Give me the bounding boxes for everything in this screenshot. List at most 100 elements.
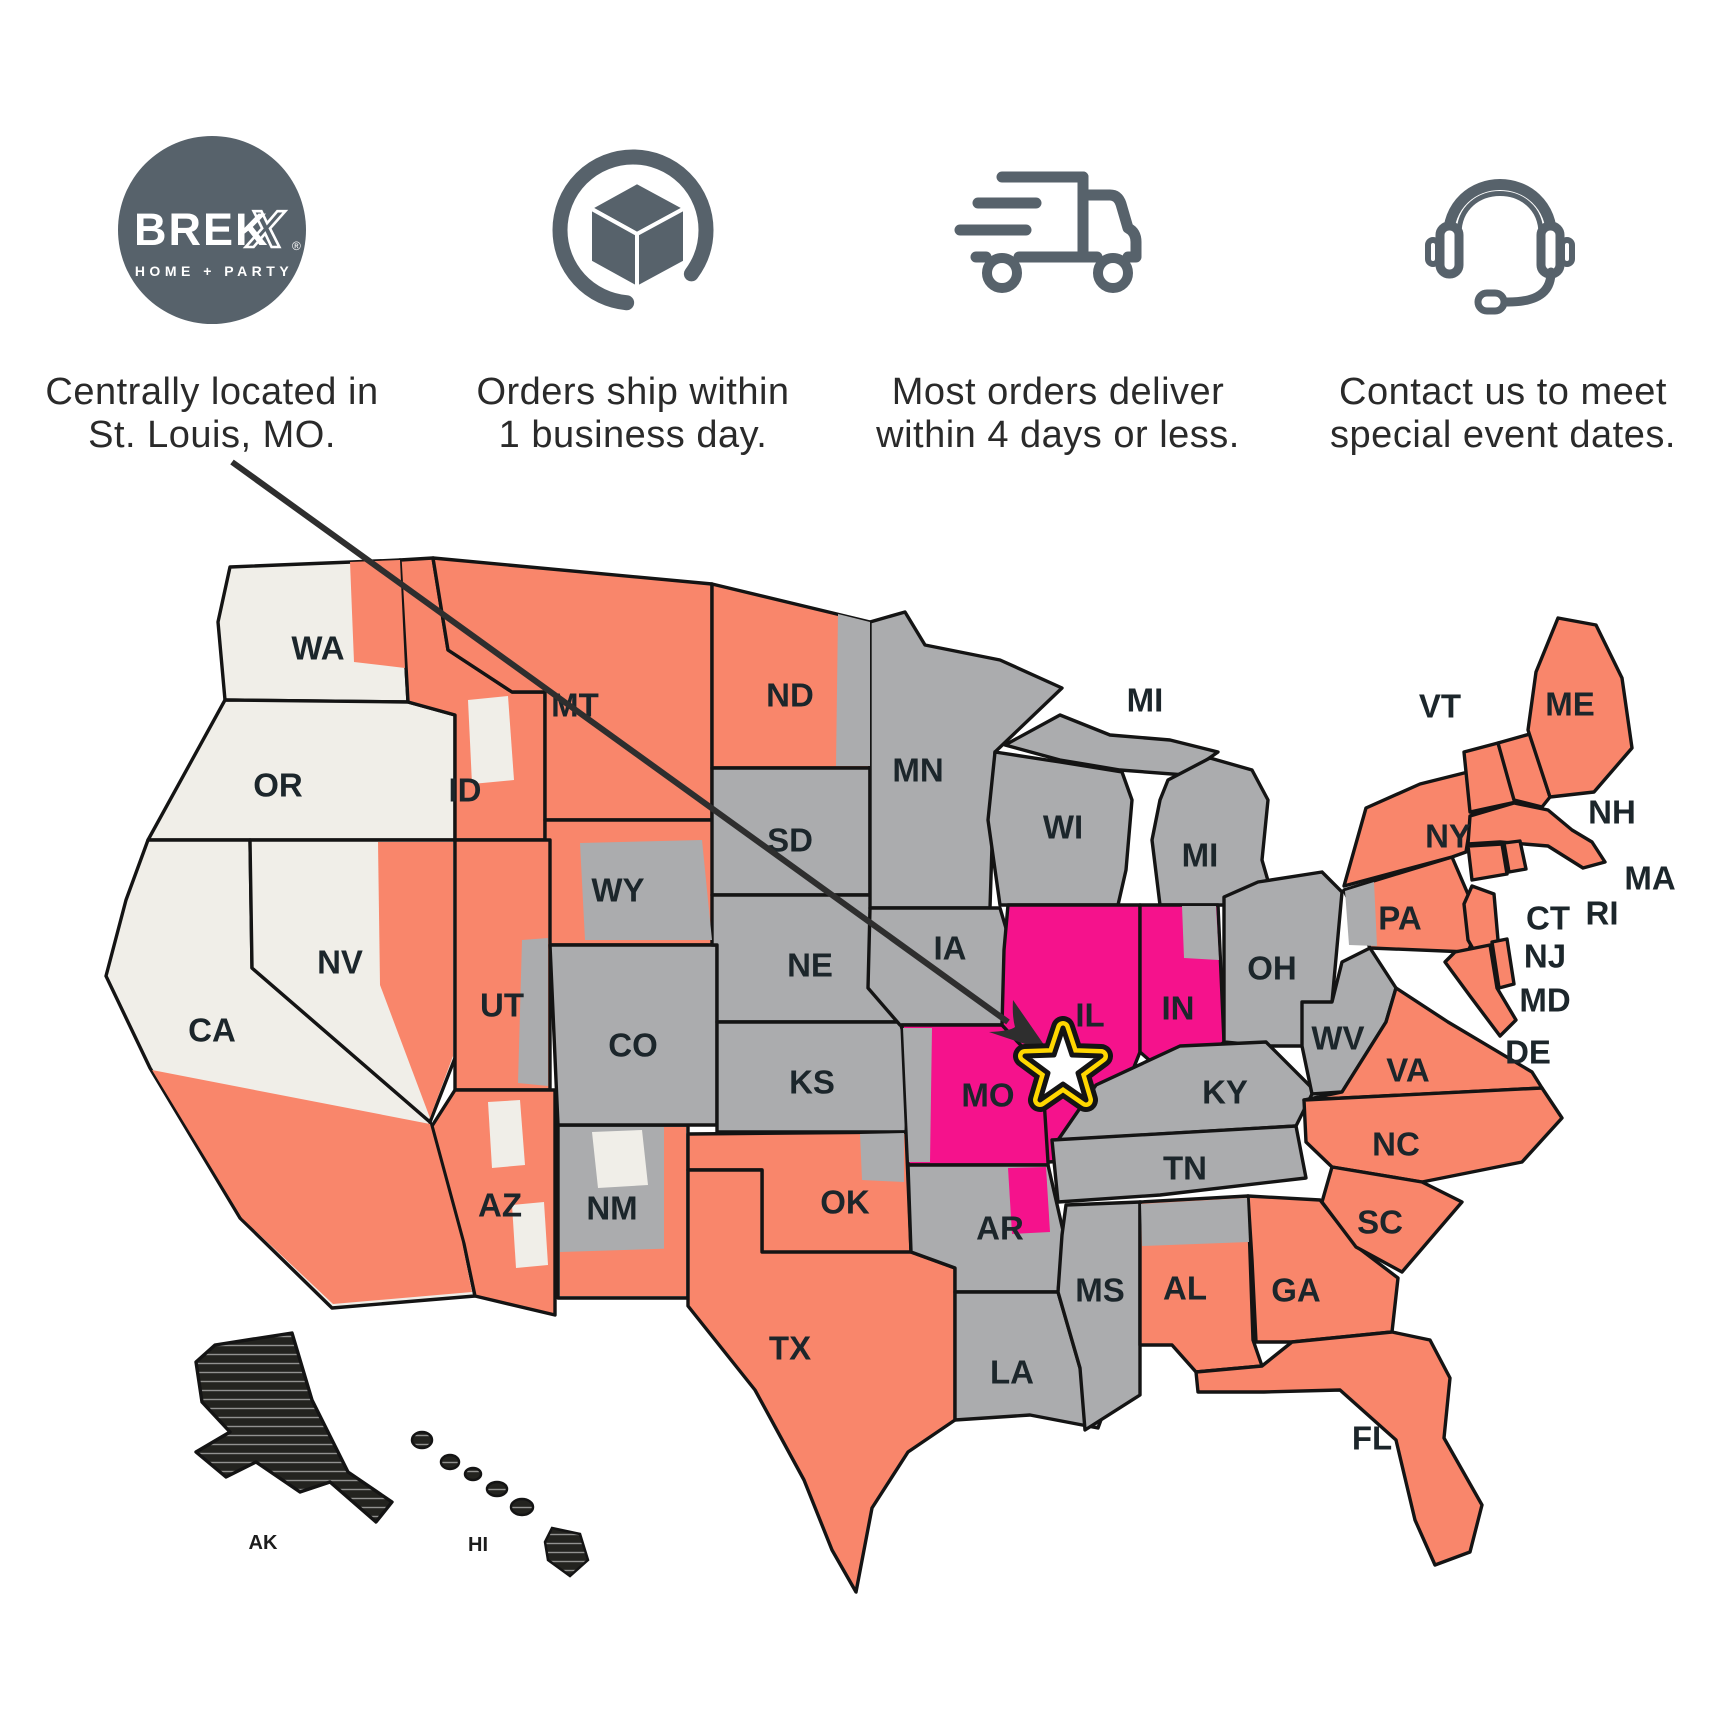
- state-label-IN: IN: [1162, 990, 1195, 1027]
- state-AZ-white-patch-2: [512, 1202, 548, 1268]
- truck-rear-wheel: [982, 253, 1022, 293]
- state-label-PA: PA: [1378, 900, 1421, 937]
- state-CT: [1466, 842, 1509, 882]
- state-AR-pink-patch: [1008, 1167, 1050, 1234]
- state-label-TN: TN: [1163, 1150, 1207, 1187]
- logo-brand-x: X: [245, 201, 286, 259]
- arrow-head: [989, 1000, 1049, 1052]
- state-OK-gray-patch: [860, 1133, 904, 1182]
- state-MO-gray-patch: [903, 1028, 932, 1162]
- state-label-KS: KS: [789, 1064, 835, 1101]
- state-label-WI: WI: [1043, 809, 1083, 846]
- hi-island-3: [463, 1466, 483, 1482]
- state-ME: [1526, 616, 1634, 799]
- logo-circle: [118, 136, 306, 324]
- state-RI: [1502, 839, 1528, 874]
- state-label-ID: ID: [449, 772, 482, 809]
- state-label-AL: AL: [1163, 1270, 1207, 1307]
- state-label-OR: OR: [253, 767, 303, 804]
- state-UT-gray-patch: [518, 938, 548, 1086]
- state-NM-orange-patch-east: [664, 1127, 686, 1250]
- features-row: BREK X ® HOME + PARTY Centrally located …: [45, 136, 1676, 456]
- state-label-OK: OK: [820, 1184, 870, 1221]
- state-MA: [1466, 801, 1607, 870]
- state-label-ME: ME: [1545, 686, 1595, 723]
- hi-island-5: [509, 1497, 535, 1517]
- state-label-NV: NV: [317, 944, 363, 981]
- state-NM-orange-patch-south: [560, 1248, 686, 1296]
- state-AK: [194, 1331, 394, 1524]
- state-MD: [1443, 943, 1518, 1038]
- state-ID-white-patch: [468, 696, 514, 784]
- state-WI: [986, 750, 1134, 907]
- logo-registered-mark: ®: [292, 239, 301, 253]
- hi-island-1: [410, 1430, 434, 1450]
- state-HI: [410, 1430, 590, 1578]
- hi-island-2: [439, 1453, 461, 1471]
- state-label-CO: CO: [608, 1027, 658, 1064]
- state-label-SC: SC: [1357, 1204, 1403, 1241]
- state-NV-orange-patch: [378, 842, 453, 1118]
- state-label-CT: CT: [1526, 900, 1570, 937]
- truck-cab: [1077, 189, 1142, 263]
- state-label-IL: IL: [1075, 997, 1104, 1034]
- state-label-DE: DE: [1505, 1034, 1551, 1071]
- state-WY-gray-patch: [580, 840, 712, 940]
- state-label-GA: GA: [1271, 1272, 1321, 1309]
- state-IA: [866, 906, 1018, 1027]
- state-label-NM: NM: [586, 1190, 637, 1227]
- box-ring: [552, 149, 714, 311]
- cube-left-face: [588, 206, 639, 290]
- state-label-NE: NE: [787, 947, 833, 984]
- state-CA-orange-patch: [152, 1070, 472, 1304]
- headset-left-cup: [1435, 221, 1464, 279]
- state-label-AK: AK: [249, 1532, 278, 1554]
- state-label-MA: MA: [1624, 860, 1675, 897]
- headset-right-nub: [1559, 237, 1575, 267]
- shipping-box-icon: [552, 149, 714, 311]
- state-label-NY: NY: [1425, 818, 1471, 855]
- state-label-MI-upper: MI: [1127, 682, 1164, 719]
- headset-mic-tip: [1474, 289, 1508, 315]
- headset-band-inner: [1456, 191, 1544, 237]
- feature-4-line-2: special event dates.: [1330, 414, 1676, 456]
- location-arrow: [230, 459, 1049, 1052]
- box-cube: [588, 180, 687, 290]
- hi-island-4: [485, 1480, 509, 1498]
- state-DE: [1490, 937, 1516, 990]
- state-label-NC: NC: [1372, 1126, 1420, 1163]
- st-louis-star-marker: [1013, 1016, 1113, 1112]
- state-label-TX: TX: [769, 1330, 811, 1367]
- state-label-LA: LA: [990, 1354, 1034, 1391]
- state-label-WY: WY: [591, 872, 644, 909]
- hi-island-big: [543, 1526, 590, 1578]
- state-label-ND: ND: [766, 677, 814, 714]
- logo-brand-text: BREK: [134, 204, 270, 255]
- state-label-MI-lower: MI: [1182, 837, 1219, 874]
- state-labels: WA OR CA NV ID MT WY UT AZ NM CO ND SD N…: [188, 630, 1676, 1557]
- state-label-VA: VA: [1386, 1052, 1429, 1089]
- state-TN: [1050, 1124, 1308, 1204]
- state-label-AZ: AZ: [478, 1187, 522, 1224]
- state-label-AR: AR: [976, 1210, 1024, 1247]
- headset-right-cup: [1536, 221, 1565, 279]
- state-label-HI: HI: [468, 1534, 488, 1556]
- headset-icon: [1425, 179, 1575, 315]
- state-label-KY: KY: [1202, 1074, 1248, 1111]
- state-label-MD: MD: [1519, 982, 1570, 1019]
- arrow-line: [230, 459, 1010, 1025]
- state-label-FL: FL: [1352, 1420, 1392, 1457]
- feature-2-line-1: Orders ship within: [476, 371, 789, 413]
- feature-3-line-1: Most orders deliver: [892, 371, 1225, 413]
- feature-1-line-2: St. Louis, MO.: [88, 414, 336, 456]
- state-label-MO: MO: [961, 1077, 1014, 1114]
- state-WA-orange-patch: [350, 560, 405, 668]
- feature-2-line-2: 1 business day.: [499, 414, 768, 456]
- star-shape: [1022, 1025, 1104, 1103]
- state-label-WA: WA: [291, 630, 344, 667]
- headset-left-nub: [1425, 237, 1441, 267]
- state-TX: [686, 1168, 957, 1594]
- state-ND-gray-patch: [836, 614, 870, 766]
- state-label-OH: OH: [1247, 950, 1297, 987]
